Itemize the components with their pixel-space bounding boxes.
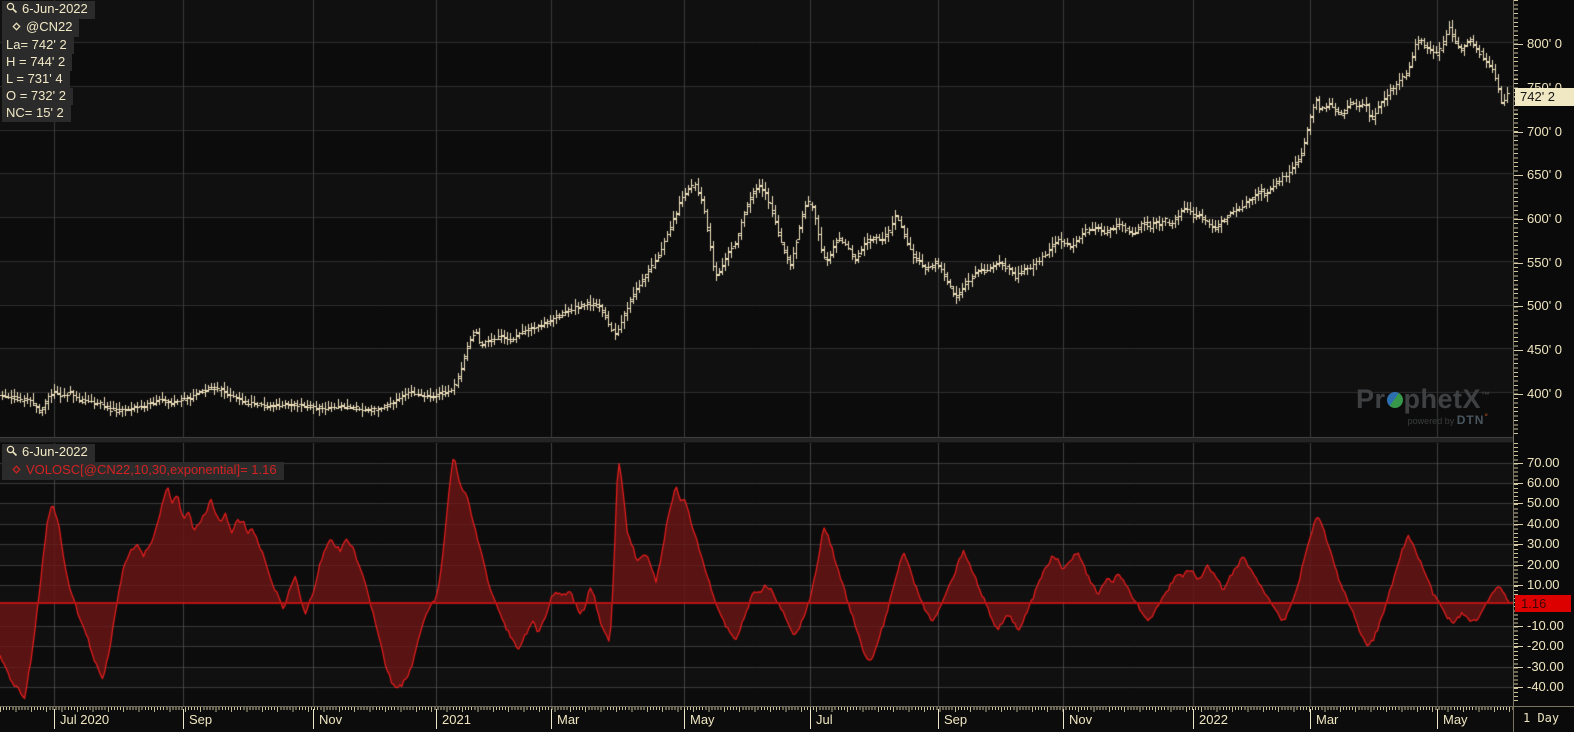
magnifier-icon[interactable]	[6, 445, 18, 461]
time-label: Sep	[183, 709, 212, 729]
osc-axis-minor-ticks	[1514, 443, 1518, 701]
price-tick-label: 800' 0	[1513, 36, 1563, 51]
price-tick-label: 550' 0	[1513, 255, 1563, 270]
osc-value-box: 1.16	[1515, 595, 1571, 612]
time-axis[interactable]: Jul 2020 Sep Nov 2021 Mar May Jul Sep No…	[0, 706, 1513, 732]
time-label: May	[684, 709, 715, 729]
time-label: Jul	[810, 709, 833, 729]
osc-tick-label: 70.00	[1514, 455, 1560, 470]
price-axis-minor-ticks	[1514, 0, 1518, 437]
osc-tick-label: 40.00	[1514, 516, 1560, 531]
osc-tick-label: 10.00	[1514, 577, 1560, 592]
osc-date-label: 6-Jun-2022	[22, 444, 88, 459]
panel-splitter[interactable]	[0, 437, 1574, 443]
quote-open: O = 732' 2	[2, 88, 73, 105]
magnifier-icon[interactable]	[6, 2, 18, 18]
interval-label: 1 Day	[1514, 706, 1574, 732]
time-axis-weekly-ticks	[0, 707, 1513, 712]
osc-tick-label: -30.00	[1514, 659, 1564, 674]
oscillator-panel-legend: 6-Jun-2022 VOLOSC[@CN22,10,30,exponentia…	[2, 444, 284, 480]
osc-date-row[interactable]: 6-Jun-2022	[2, 444, 95, 462]
osc-tick-label: 60.00	[1514, 475, 1560, 490]
quote-last: La= 742' 2	[2, 37, 74, 54]
osc-tick-label: -40.00	[1514, 679, 1564, 694]
red-diamond-icon	[11, 463, 22, 479]
time-label: 2022	[1193, 709, 1228, 729]
osc-tick-label: 50.00	[1514, 495, 1560, 510]
study-label: VOLOSC[@CN22,10,30,exponential]= 1.16	[26, 462, 277, 477]
time-axis-border	[0, 706, 1513, 707]
price-tick-label: 600' 0	[1513, 211, 1563, 226]
quote-high: H = 744' 2	[2, 54, 73, 71]
osc-tick-label: -20.00	[1514, 638, 1564, 653]
symbol-label: @CN22	[26, 19, 73, 34]
price-tick-label: 500' 0	[1513, 298, 1563, 313]
diamond-icon	[11, 20, 22, 36]
price-chart-canvas[interactable]	[0, 0, 1513, 437]
time-label: Mar	[551, 709, 579, 729]
price-panel-legend: 6-Jun-2022 @CN22 La= 742' 2 H = 744' 2 L…	[2, 1, 95, 122]
last-price-box: 742' 2	[1515, 88, 1574, 106]
osc-tick-label: -10.00	[1514, 618, 1564, 633]
time-label: Nov	[1063, 709, 1092, 729]
price-tick-label: 450' 0	[1513, 342, 1563, 357]
osc-tick-label: 20.00	[1514, 557, 1560, 572]
quote-low: L = 731' 4	[2, 71, 70, 88]
time-label: May	[1437, 709, 1468, 729]
time-label: Jul 2020	[54, 709, 109, 729]
oscillator-chart-canvas[interactable]	[0, 443, 1513, 706]
quote-net-change: NC= 15' 2	[2, 105, 71, 122]
price-tick-label: 650' 0	[1513, 167, 1563, 182]
price-tick-label: 400' 0	[1513, 386, 1563, 401]
value-axis[interactable]: 800' 0 750' 0 700' 0 650' 0 600' 0 550' …	[1513, 0, 1574, 732]
price-tick-label: 700' 0	[1513, 124, 1563, 139]
time-label: Nov	[313, 709, 342, 729]
price-date-label: 6-Jun-2022	[22, 1, 88, 16]
price-date-row[interactable]: 6-Jun-2022	[2, 1, 95, 19]
time-label: Mar	[1310, 709, 1338, 729]
time-label: Sep	[938, 709, 967, 729]
osc-tick-label: 30.00	[1514, 536, 1560, 551]
study-row[interactable]: VOLOSC[@CN22,10,30,exponential]= 1.16	[2, 462, 284, 480]
time-label: 2021	[436, 709, 471, 729]
symbol-row[interactable]: @CN22	[2, 19, 80, 37]
